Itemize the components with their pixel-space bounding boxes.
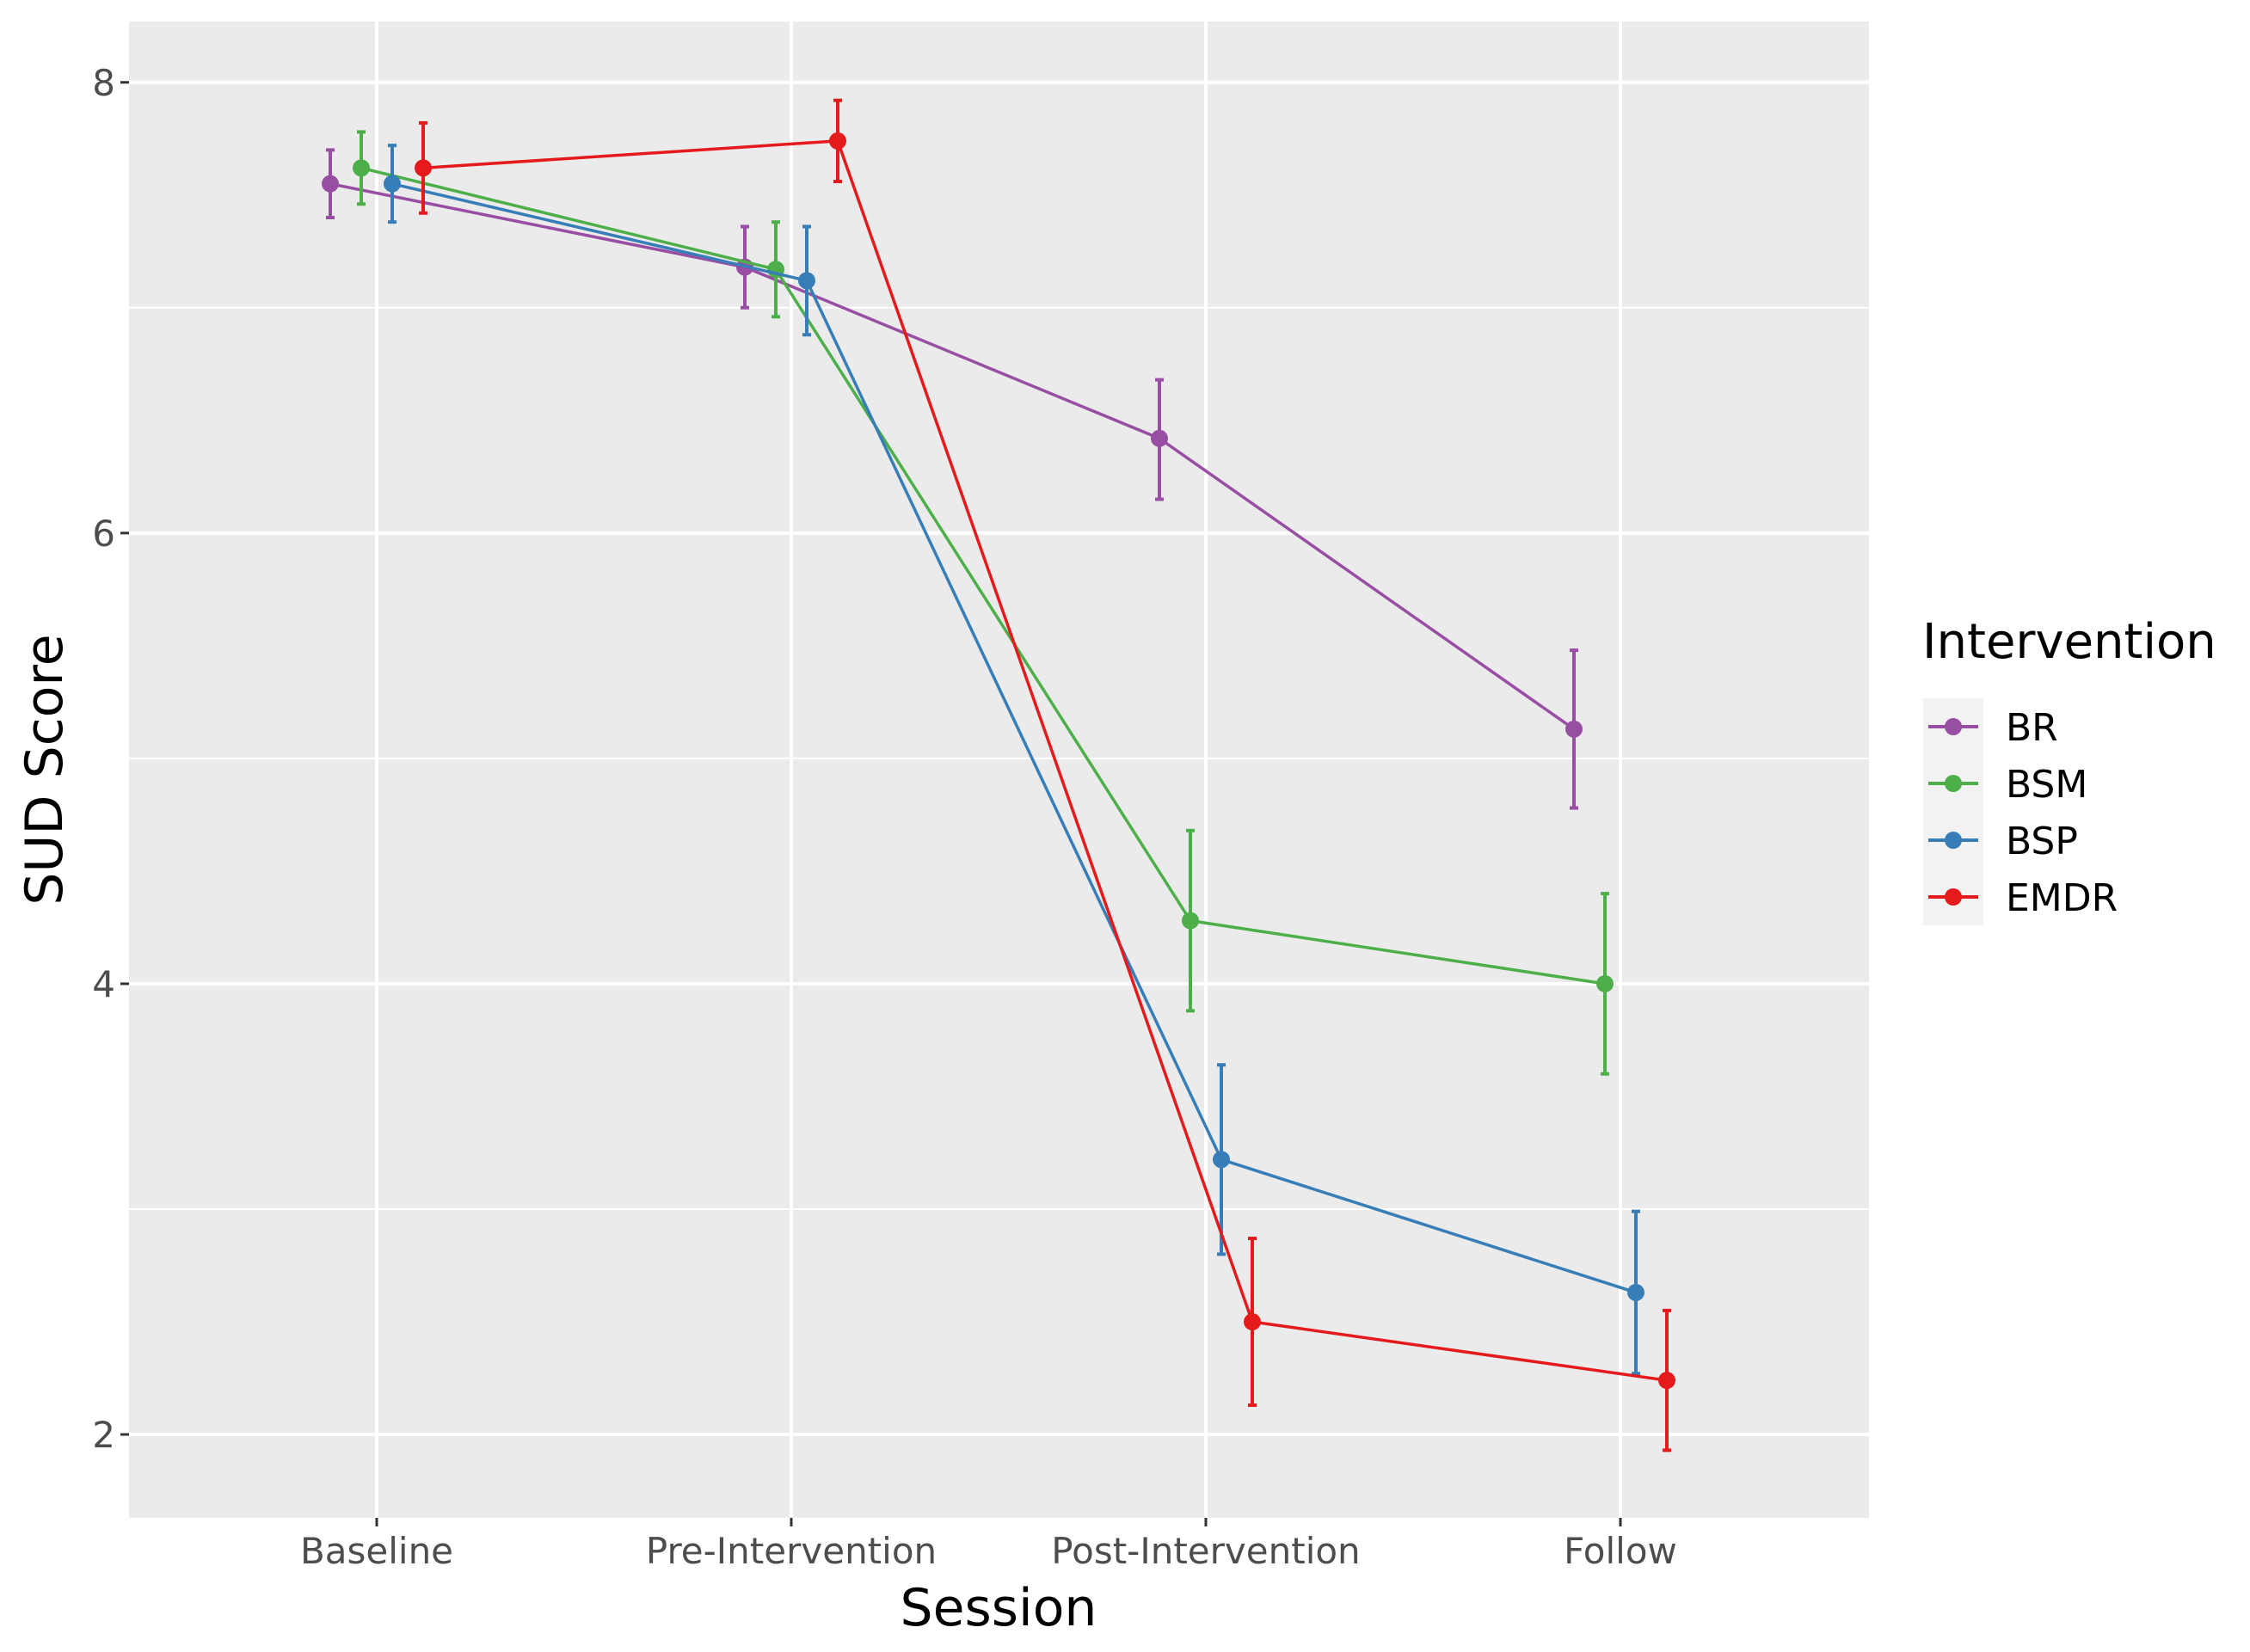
y-axis-title: SUD Score [15, 634, 75, 905]
point-br [1565, 720, 1583, 738]
point-bsp [1213, 1151, 1230, 1169]
y-tick-label: 4 [92, 963, 115, 1005]
point-emdr [1658, 1372, 1675, 1390]
x-tick-label: Baseline [300, 1530, 453, 1572]
x-tick-label: Pre-Intervention [646, 1530, 937, 1572]
point-bsp [1627, 1283, 1644, 1301]
legend-label-bsm: BSM [2006, 763, 2087, 807]
legend-point-bsp [1945, 832, 1962, 849]
x-tick-label: Post-Intervention [1051, 1530, 1360, 1572]
point-emdr [1244, 1313, 1261, 1331]
series-line-bsp [391, 181, 1637, 1294]
series-line-bsm [360, 166, 1606, 986]
legend-label-bsp: BSP [2006, 820, 2078, 863]
series-emdr [415, 98, 1675, 1452]
y-tick-label: 6 [92, 513, 115, 555]
legend-point-emdr [1945, 888, 1962, 906]
legend-label-emdr: EMDR [2006, 876, 2118, 920]
legend-label-br: BR [2006, 706, 2058, 750]
series-line-emdr [422, 139, 1668, 1382]
point-br [1151, 429, 1168, 447]
point-bsp [798, 272, 815, 290]
series-line-br [329, 181, 1576, 731]
minor-gridlines [129, 306, 1869, 1210]
point-bsm [1596, 974, 1614, 992]
x-tick-label: Follow [1564, 1530, 1677, 1572]
x-axis: Baseline Pre-Intervention Post-Interventio… [300, 1518, 1677, 1572]
point-emdr [415, 159, 432, 177]
legend-title: Intervention [1922, 614, 2216, 670]
series-bsp [384, 144, 1644, 1376]
series-layer [322, 98, 1675, 1452]
legend-point-br [1945, 718, 1962, 735]
legend: Intervention BR BSM BSP EMDR [1922, 614, 2216, 925]
x-axis-title: Session [901, 1578, 1097, 1638]
major-gridlines [129, 21, 1869, 1518]
point-emdr [829, 132, 846, 150]
point-bsm [1182, 912, 1199, 930]
point-bsp [384, 175, 401, 193]
legend-point-bsm [1945, 775, 1962, 792]
y-axis: 2 4 6 8 [92, 62, 129, 1456]
point-br [322, 175, 339, 193]
series-br [322, 148, 1583, 810]
panel-background [129, 21, 1869, 1518]
y-tick-label: 8 [92, 62, 115, 104]
point-bsm [353, 159, 370, 177]
y-tick-label: 2 [92, 1414, 115, 1456]
